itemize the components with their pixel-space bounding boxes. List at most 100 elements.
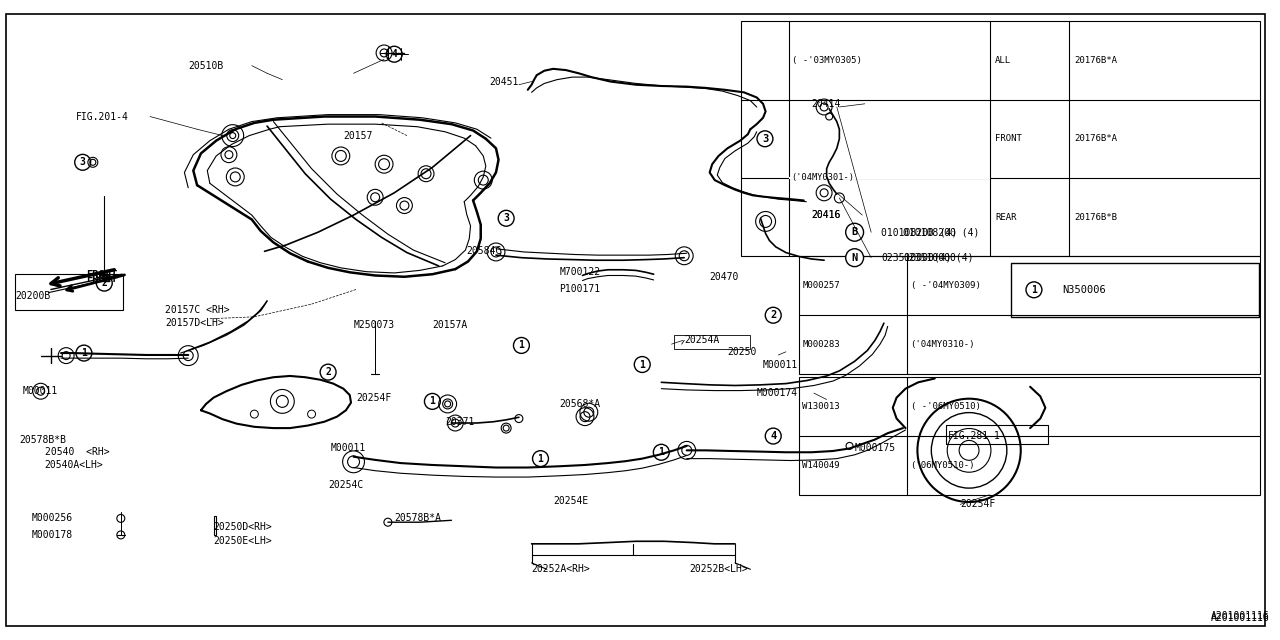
Circle shape	[387, 46, 402, 62]
Text: 20250: 20250	[727, 347, 756, 356]
Text: 20254F: 20254F	[356, 392, 392, 403]
Text: 20176B*A: 20176B*A	[1074, 134, 1117, 143]
Text: B: B	[851, 227, 858, 237]
Text: 2: 2	[325, 367, 332, 377]
Text: 1: 1	[639, 360, 645, 369]
Text: 010108200 (4): 010108200 (4)	[882, 227, 957, 237]
Circle shape	[846, 249, 864, 267]
Text: 20254C: 20254C	[328, 481, 364, 490]
Text: FIG.201-4: FIG.201-4	[77, 111, 129, 122]
Circle shape	[96, 275, 113, 291]
Circle shape	[425, 394, 440, 410]
Text: M000257: M000257	[803, 282, 840, 291]
Circle shape	[635, 356, 650, 372]
Text: N350006: N350006	[1062, 285, 1106, 295]
Bar	[1011, 263, 1260, 317]
Text: ALL: ALL	[995, 56, 1011, 65]
Text: 20252A<RH>: 20252A<RH>	[531, 564, 590, 574]
Text: 1: 1	[81, 348, 87, 358]
Text: 1: 1	[518, 340, 525, 351]
Text: M000175: M000175	[855, 444, 896, 454]
Bar	[675, 335, 750, 349]
Text: M000256: M000256	[32, 513, 73, 524]
Text: 20157A: 20157A	[433, 320, 467, 330]
Text: M000174: M000174	[756, 388, 797, 398]
Text: M00011: M00011	[763, 360, 799, 369]
Text: ('04MY0310-): ('04MY0310-)	[910, 340, 975, 349]
Text: 20176B*B: 20176B*B	[1074, 212, 1117, 221]
Text: 20200B: 20200B	[15, 291, 50, 301]
Text: 20416: 20416	[812, 210, 841, 220]
Text: 20470: 20470	[709, 272, 739, 282]
Bar	[946, 425, 1048, 444]
Text: 3: 3	[762, 134, 768, 144]
Text: 20578B*B: 20578B*B	[19, 435, 67, 445]
Circle shape	[756, 131, 773, 147]
Text: 20157C <RH>: 20157C <RH>	[165, 305, 230, 316]
Text: 20250D<RH>: 20250D<RH>	[214, 522, 273, 532]
Circle shape	[765, 428, 781, 444]
Circle shape	[74, 154, 91, 170]
Circle shape	[320, 364, 337, 380]
Circle shape	[846, 223, 864, 241]
Text: 1: 1	[1030, 285, 1037, 295]
Text: 20568*A: 20568*A	[559, 399, 600, 409]
Circle shape	[765, 307, 781, 323]
Circle shape	[498, 211, 515, 226]
Text: W140049: W140049	[803, 461, 840, 470]
Text: REAR: REAR	[995, 212, 1016, 221]
Circle shape	[1027, 282, 1042, 298]
Text: 1: 1	[658, 447, 664, 457]
Text: ( -'03MY0305): ( -'03MY0305)	[791, 56, 861, 65]
Text: ( -'04MY0309): ( -'04MY0309)	[910, 282, 980, 291]
Text: A201001116: A201001116	[1211, 612, 1270, 623]
Text: 20584C: 20584C	[467, 246, 502, 257]
Text: FRONT: FRONT	[87, 271, 118, 280]
Text: 20250E<LH>: 20250E<LH>	[214, 536, 273, 547]
Text: P100171: P100171	[559, 284, 600, 294]
Text: M250073: M250073	[353, 320, 394, 330]
Text: 4: 4	[771, 431, 777, 441]
Bar	[799, 377, 1261, 495]
Text: M700122: M700122	[559, 268, 600, 277]
Text: 20451: 20451	[490, 77, 518, 86]
Text: M000283: M000283	[803, 340, 840, 349]
Text: 20414: 20414	[812, 99, 841, 109]
Bar	[799, 257, 1261, 374]
Text: 2: 2	[771, 310, 777, 320]
Text: 20254E: 20254E	[553, 496, 589, 506]
Text: 20176B*A: 20176B*A	[1074, 56, 1117, 65]
Text: 20371: 20371	[445, 417, 475, 427]
Text: 010108200 (4): 010108200 (4)	[902, 227, 979, 237]
Text: 20578B*A: 20578B*A	[394, 513, 442, 524]
Text: 1: 1	[538, 454, 544, 463]
Text: 20254A: 20254A	[685, 335, 719, 346]
Text: ( -'06MY0510): ( -'06MY0510)	[910, 402, 980, 411]
Text: 1: 1	[430, 396, 435, 406]
Text: 023510000(4): 023510000(4)	[902, 253, 974, 262]
Text: 20540A<LH>: 20540A<LH>	[45, 460, 104, 470]
Bar	[214, 516, 216, 535]
Circle shape	[532, 451, 548, 467]
Bar	[15, 273, 123, 310]
Text: 20416: 20416	[812, 210, 841, 220]
Text: M00011: M00011	[23, 386, 58, 396]
Bar	[741, 21, 1260, 257]
Text: 20252B<LH>: 20252B<LH>	[690, 564, 748, 574]
Text: W130013: W130013	[803, 402, 840, 411]
Text: 20510B: 20510B	[188, 61, 224, 70]
Text: FIG.281-1: FIG.281-1	[947, 431, 1001, 441]
Text: 2: 2	[101, 278, 108, 288]
Text: FRONT: FRONT	[87, 274, 118, 284]
Text: 20157: 20157	[343, 131, 372, 141]
Text: A201001116: A201001116	[1211, 611, 1270, 621]
Text: 3: 3	[79, 157, 86, 167]
Text: 20157D<LH>: 20157D<LH>	[165, 318, 224, 328]
Text: ('04MY0301-): ('04MY0301-)	[791, 173, 855, 182]
Text: M000178: M000178	[32, 530, 73, 540]
Text: 20254F: 20254F	[960, 499, 996, 509]
Text: 023510000(4): 023510000(4)	[882, 253, 952, 262]
Text: 3: 3	[503, 213, 509, 223]
Circle shape	[76, 345, 92, 361]
Text: 4: 4	[392, 49, 397, 60]
